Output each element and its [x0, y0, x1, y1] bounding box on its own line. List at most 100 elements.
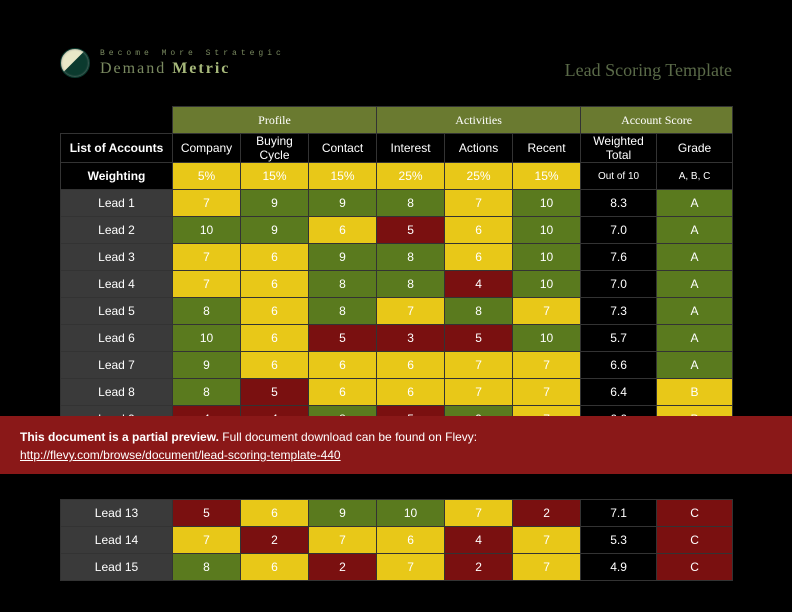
score-cell: 3	[377, 325, 445, 352]
score-cell: 8	[377, 190, 445, 217]
score-cell: 6	[241, 500, 309, 527]
score-cell: 5	[445, 325, 513, 352]
score-cell: 10	[513, 190, 581, 217]
weighting-row: Weighting 5% 15% 15% 25% 25% 15% Out of …	[61, 163, 733, 190]
grade-cell: A	[657, 325, 733, 352]
score-cell: 10	[513, 217, 581, 244]
score-cell: 9	[241, 190, 309, 217]
banner-link[interactable]: http://flevy.com/browse/document/lead-sc…	[20, 448, 341, 462]
preview-banner: This document is a partial preview. Full…	[0, 416, 792, 474]
score-cell: 6	[241, 271, 309, 298]
table-row: Lead 158627274.9C	[61, 554, 733, 581]
score-cell: 2	[513, 500, 581, 527]
lead-name: Lead 6	[61, 325, 173, 352]
score-cell: 6	[309, 217, 377, 244]
score-cell: 5	[377, 217, 445, 244]
lead-name: Lead 13	[61, 500, 173, 527]
brand-name: Demand Metric	[100, 60, 285, 78]
col-actions: Actions	[445, 134, 513, 163]
score-cell: 4	[445, 527, 513, 554]
score-cell: 6	[241, 244, 309, 271]
col-company: Company	[173, 134, 241, 163]
score-cell: 7	[173, 271, 241, 298]
score-cell: 5	[173, 500, 241, 527]
grade-cell: A	[657, 217, 733, 244]
grade-cell: C	[657, 554, 733, 581]
banner-bold: This document is a partial preview.	[20, 430, 219, 444]
lead-name: Lead 14	[61, 527, 173, 554]
score-cell: 5	[309, 325, 377, 352]
col-contact: Contact	[309, 134, 377, 163]
lead-name: Lead 5	[61, 298, 173, 325]
score-cell: 8	[173, 298, 241, 325]
score-cell: 9	[241, 217, 309, 244]
score-cell: 7	[513, 352, 581, 379]
score-cell: 8	[377, 271, 445, 298]
score-cell: 7	[513, 379, 581, 406]
score-cell: 2	[241, 527, 309, 554]
col-interest: Interest	[377, 134, 445, 163]
col-list-of-accounts: List of Accounts	[61, 134, 173, 163]
score-cell: 8	[309, 298, 377, 325]
page-title: Lead Scoring Template	[565, 60, 732, 81]
grade-cell: C	[657, 500, 733, 527]
grade-cell: A	[657, 298, 733, 325]
score-cell: 6	[445, 244, 513, 271]
weighted-total: 5.3	[581, 527, 657, 554]
weighted-total: 7.0	[581, 217, 657, 244]
header-sub-row: List of Accounts Company Buying Cycle Co…	[61, 134, 733, 163]
brand-logo: Become More Strategic Demand Metric	[60, 48, 285, 78]
col-grade: Grade	[657, 134, 733, 163]
lead-name: Lead 15	[61, 554, 173, 581]
weighting-label: Weighting	[61, 163, 173, 190]
score-cell: 7	[309, 527, 377, 554]
weighted-total: 5.7	[581, 325, 657, 352]
table-row: Lead 476884107.0A	[61, 271, 733, 298]
banner-text: Full document download can be found on F…	[219, 430, 477, 444]
score-cell: 9	[309, 244, 377, 271]
score-cell: 9	[309, 500, 377, 527]
lead-name: Lead 4	[61, 271, 173, 298]
brand-tagline: Become More Strategic	[100, 49, 285, 58]
table-row: Lead 179987108.3A	[61, 190, 733, 217]
score-cell: 7	[377, 554, 445, 581]
score-cell: 2	[309, 554, 377, 581]
col-recent: Recent	[513, 134, 581, 163]
score-cell: 10	[513, 325, 581, 352]
score-cell: 6	[241, 298, 309, 325]
score-cell: 8	[377, 244, 445, 271]
score-cell: 6	[241, 352, 309, 379]
score-cell: 7	[445, 190, 513, 217]
score-cell: 9	[173, 352, 241, 379]
score-cell: 10	[513, 244, 581, 271]
table-row: Lead 376986107.6A	[61, 244, 733, 271]
score-cell: 7	[173, 244, 241, 271]
lead-name: Lead 7	[61, 352, 173, 379]
score-cell: 6	[309, 379, 377, 406]
score-cell: 7	[445, 379, 513, 406]
score-cell: 4	[445, 271, 513, 298]
lead-name: Lead 3	[61, 244, 173, 271]
weighted-total: 7.1	[581, 500, 657, 527]
grade-cell: C	[657, 527, 733, 554]
grade-cell: B	[657, 379, 733, 406]
score-cell: 8	[445, 298, 513, 325]
score-cell: 7	[445, 352, 513, 379]
header-activities: Activities	[377, 107, 581, 134]
score-cell: 6	[445, 217, 513, 244]
table-row: Lead 1356910727.1C	[61, 500, 733, 527]
logo-mark-icon	[60, 48, 90, 78]
score-cell: 6	[377, 352, 445, 379]
score-cell: 8	[309, 271, 377, 298]
score-cell: 10	[173, 325, 241, 352]
weighted-total: 7.0	[581, 271, 657, 298]
lead-name: Lead 8	[61, 379, 173, 406]
score-cell: 6	[377, 379, 445, 406]
score-cell: 7	[513, 554, 581, 581]
header-account-score: Account Score	[581, 107, 733, 134]
score-cell: 6	[241, 554, 309, 581]
score-cell: 7	[173, 527, 241, 554]
score-cell: 7	[513, 298, 581, 325]
lead-name: Lead 1	[61, 190, 173, 217]
table-row: Lead 147276475.3C	[61, 527, 733, 554]
